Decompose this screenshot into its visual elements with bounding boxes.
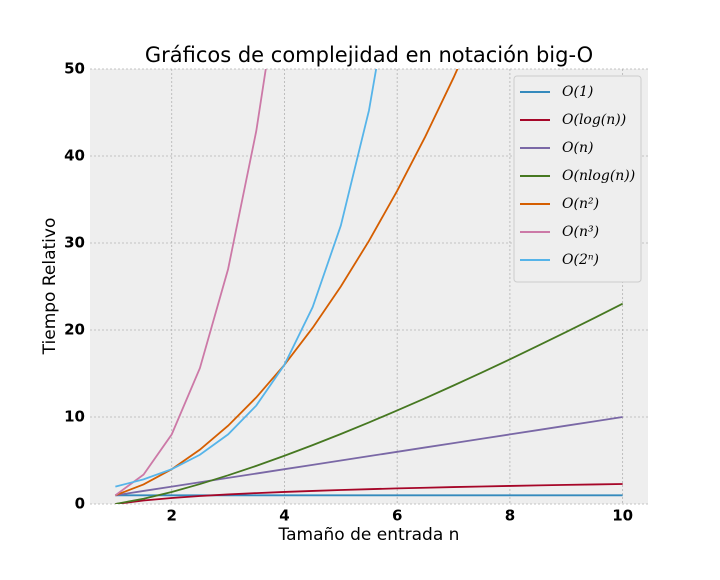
y-tick-label: 40 bbox=[64, 147, 85, 165]
line bbox=[115, 69, 378, 488]
legend-label: O(n²) bbox=[562, 196, 599, 212]
line bbox=[115, 483, 623, 504]
x-axis-label: Tamaño de entrada n bbox=[278, 525, 460, 545]
plot-lines bbox=[114, 69, 624, 504]
legend-box bbox=[513, 75, 642, 283]
y-tick-label: 0 bbox=[75, 495, 85, 513]
y-tick-label: 10 bbox=[64, 408, 85, 426]
x-tick-label: 6 bbox=[392, 507, 402, 525]
line bbox=[115, 69, 459, 497]
legend-label: O(n³) bbox=[562, 224, 599, 240]
y-axis-label: Tiempo Relativo bbox=[40, 218, 60, 356]
legend-label: O(log(n)) bbox=[562, 112, 626, 128]
line bbox=[115, 302, 624, 504]
y-tick-label: 50 bbox=[64, 60, 85, 78]
line bbox=[115, 416, 623, 497]
x-tick-label: 2 bbox=[167, 507, 177, 525]
legend-label: O(n) bbox=[562, 140, 593, 156]
x-tick-label: 8 bbox=[505, 507, 515, 525]
x-tick-label: 4 bbox=[279, 507, 289, 525]
legend-label: O(2ⁿ) bbox=[562, 252, 599, 268]
legend-label: O(nlog(n)) bbox=[562, 168, 635, 184]
line bbox=[114, 69, 267, 497]
x-tick-label: 10 bbox=[612, 507, 633, 525]
y-tick-label: 20 bbox=[64, 321, 85, 339]
chart-title: Gráficos de complejidad en notación big-… bbox=[145, 43, 593, 67]
legend-label: O(1) bbox=[562, 84, 593, 100]
y-tick-label: 30 bbox=[64, 234, 85, 252]
